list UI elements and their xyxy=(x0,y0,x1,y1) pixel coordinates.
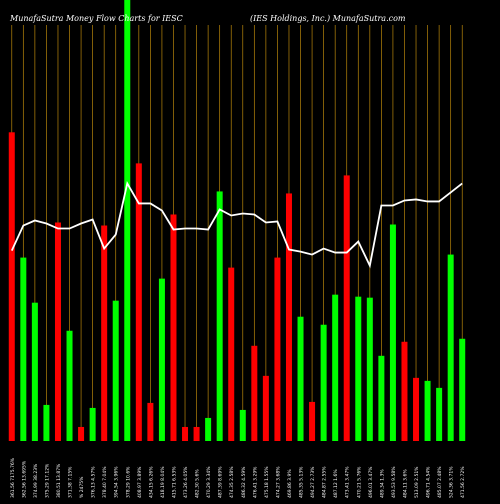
flow-bar xyxy=(147,402,154,441)
flow-bar xyxy=(251,345,258,441)
flow-bar xyxy=(378,355,385,441)
flow-bar xyxy=(459,338,466,441)
x-tick-label: 471.56 2.72% xyxy=(460,466,466,498)
x-tick-label: 378.29 10.6% xyxy=(125,466,131,498)
flow-bar xyxy=(158,278,165,441)
flow-bar xyxy=(124,0,131,441)
flow-bar xyxy=(54,222,61,441)
flow-bar xyxy=(112,300,119,441)
x-tick-label: 408.97 3.89% xyxy=(137,466,143,498)
x-tick-label: 476.41 3.29% xyxy=(252,466,258,498)
x-tick-label: 485.07 2.48% xyxy=(437,466,443,498)
flow-bar xyxy=(239,409,246,441)
flow-bar xyxy=(205,417,212,441)
x-tick-label: 484.11 3.6% xyxy=(402,469,408,498)
x-tick-label: 513.09 2.51% xyxy=(414,466,420,498)
x-tick-label: 470.21 5.76% xyxy=(356,466,362,498)
flow-bar xyxy=(31,302,38,441)
flow-bar xyxy=(135,163,142,441)
x-tick-label: % 2475% xyxy=(79,476,85,498)
x-tick-label: 489.34 1.3% xyxy=(379,469,385,498)
flow-bar xyxy=(182,426,189,441)
x-tick-label: 487.12 1.6% xyxy=(333,469,339,498)
flow-bar xyxy=(78,426,85,441)
chart-title-right: (IES Holdings, Inc.) MunafaSutra.com xyxy=(250,14,406,23)
flow-bar xyxy=(101,225,108,441)
x-tick-label: 362.56 13.695% xyxy=(21,460,27,498)
flow-bar xyxy=(89,407,96,441)
x-tick-label: 524.36 3.71% xyxy=(449,466,455,498)
flow-bar xyxy=(43,404,50,441)
x-tick-label: 474.27 3.68% xyxy=(275,466,281,498)
x-tick-label: 418.19 8.04% xyxy=(160,466,166,498)
flow-bar xyxy=(8,132,15,442)
flow-bar xyxy=(436,387,443,441)
flow-bar xyxy=(297,316,304,441)
money-flow-line xyxy=(10,180,463,269)
flow-bar xyxy=(309,401,316,441)
x-tick-label: 469.86 3.9% xyxy=(287,469,293,498)
flow-bar xyxy=(320,324,327,441)
x-tick-label: 380.51 13.87% xyxy=(56,463,62,498)
x-tick-label: 494.27 2.73% xyxy=(310,466,316,498)
x-tick-label: 496.71 4.54% xyxy=(426,466,432,498)
x-tick-label: 482.30 5.6% xyxy=(195,469,201,498)
x-tick-label: 473.41 3.47% xyxy=(345,466,351,498)
flow-bar xyxy=(170,214,177,441)
flow-bar xyxy=(447,254,454,441)
x-tick-label: 487.39 8.69% xyxy=(218,466,224,498)
flow-bar xyxy=(355,296,362,441)
x-tick-label: 374.99 38.23% xyxy=(33,463,39,498)
flow-bar xyxy=(389,224,396,441)
flow-bar xyxy=(262,375,269,441)
flow-bar xyxy=(424,380,431,441)
flow-bar xyxy=(274,257,281,441)
x-tick-label: 474.35 2.58% xyxy=(229,466,235,498)
chart-title-left: MunafaSutra Money Flow Charts for IESC xyxy=(10,14,183,23)
flow-bar xyxy=(343,175,350,442)
flow-bar xyxy=(413,377,420,441)
x-tick-label: 371.38 7.15% xyxy=(68,466,74,498)
x-tick-label: 361.56 7175.76% xyxy=(10,457,16,498)
x-tick-label: 394.54 3.96% xyxy=(114,466,120,498)
flow-bar xyxy=(228,267,235,441)
x-tick-label: 375.29 17.12% xyxy=(44,463,50,498)
x-tick-label: 485.35 5.13% xyxy=(299,466,305,498)
x-tick-label: 473.26 4.05% xyxy=(183,466,189,498)
x-tick-label: 486.32 4.59% xyxy=(241,466,247,498)
x-tick-label: 434.15 6.26% xyxy=(148,466,154,498)
x-tick-label: 475.18 1.55% xyxy=(264,466,270,498)
x-tick-label: 496.01 3.47% xyxy=(368,466,374,498)
flow-bar xyxy=(285,193,292,441)
x-tick-label: 376.13 4.57% xyxy=(91,466,97,498)
x-tick-label: 470.29 3.34% xyxy=(206,466,212,498)
flow-bar xyxy=(401,341,408,441)
x-tick-label: 415.71 6.53% xyxy=(171,466,177,498)
flow-bar xyxy=(66,330,73,441)
flow-bar xyxy=(366,297,373,441)
x-tick-label: 378.40 7.04% xyxy=(102,466,108,498)
flow-bar xyxy=(216,191,223,441)
flow-bar xyxy=(332,294,339,441)
x-tick-label: 484.87 2.55% xyxy=(322,466,328,498)
flow-bar xyxy=(20,257,27,441)
flow-bar xyxy=(193,426,200,441)
x-tick-label: 493.53 9.58% xyxy=(391,466,397,498)
